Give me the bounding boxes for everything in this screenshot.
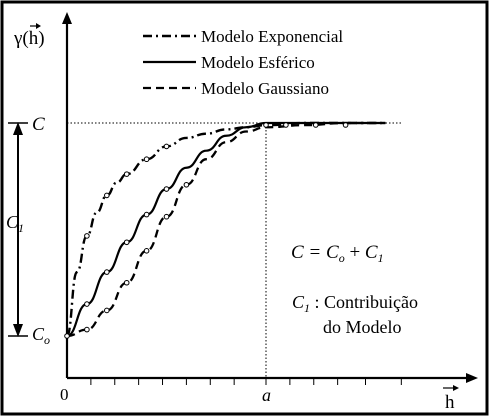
legend: Modelo Exponencial Modelo Esférico Modelo … (143, 27, 343, 98)
marker-solid (123, 239, 130, 246)
range-label: a (262, 385, 271, 405)
marker-solid (84, 301, 90, 307)
marker-dashed (183, 181, 190, 188)
marker-solid (143, 211, 150, 218)
plateau-marker (283, 122, 289, 128)
sample-markers (64, 122, 349, 339)
x-label-vector-head (453, 385, 459, 391)
plateau-marker (312, 122, 319, 128)
note-line2: do Modelo (323, 317, 402, 337)
marker-dashed (143, 248, 150, 254)
c1-arrow-bottom (13, 324, 23, 337)
legend-label: Modelo Exponencial (201, 27, 343, 46)
marker-dash-dot (123, 171, 130, 177)
marker-dash-dot (84, 233, 90, 239)
marker-dashed (163, 213, 170, 220)
x-axis-label: h (445, 392, 455, 413)
marker-solid (104, 269, 110, 275)
y-label-vector-head (36, 23, 41, 29)
x-axis-ticks (90, 378, 402, 385)
sill-label: C (32, 114, 45, 135)
marker-dashed (104, 307, 110, 314)
marker-dash-dot (104, 192, 110, 199)
y-axis-label: γ(h) (13, 28, 45, 49)
marker-dash-dot (163, 143, 170, 150)
note-c1-contribution: C1 : Contribuição (292, 292, 418, 315)
nugget-label: Co (32, 324, 50, 347)
y-axis-arrowhead (62, 12, 72, 24)
marker-solid (163, 186, 170, 192)
legend-label: Modelo Esférico (201, 53, 315, 72)
plateau-marker (342, 122, 349, 128)
marker-dash-dot (143, 156, 150, 163)
origin-label: 0 (60, 385, 69, 404)
marker-dashed (123, 279, 130, 286)
x-axis-arrowhead (466, 373, 478, 383)
plateau-marker (263, 122, 269, 128)
c1-arrow-top (13, 122, 23, 135)
nugget-marker (64, 333, 70, 339)
legend-label: Modelo Gaussiano (201, 79, 329, 98)
partial-sill-label: C1 (6, 212, 24, 235)
equation-c-sum: C = Co + C1 (291, 242, 384, 265)
marker-dashed (84, 326, 90, 333)
